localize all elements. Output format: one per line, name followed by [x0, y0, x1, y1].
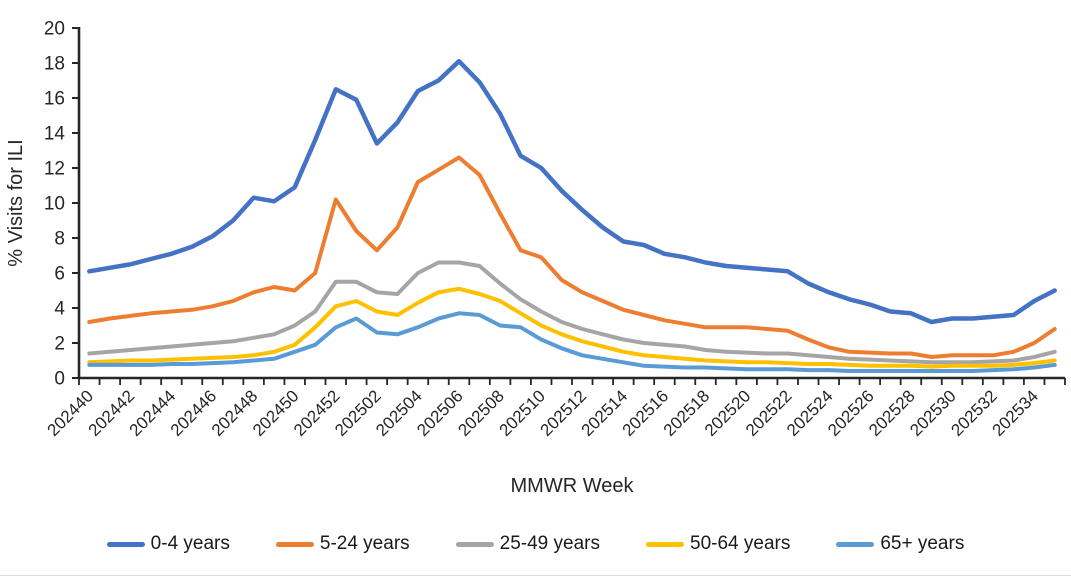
- legend-item: 25-49 years: [455, 533, 600, 555]
- x-tick-label: 202534: [988, 386, 1042, 440]
- y-tick-label: 20: [44, 19, 65, 40]
- y-tick-label: 10: [44, 194, 65, 215]
- y-tick-label: 16: [44, 89, 65, 110]
- y-axis-title: % Visits for ILI: [5, 139, 27, 266]
- series-line-0-4-years: [87, 58, 1057, 325]
- series-line-5-24-years: [87, 155, 1057, 359]
- chart-canvas: % Visits for ILI MMWR Week 0 2 4 6 8 10 12 14 16…: [5, 19, 1066, 497]
- series-line-50-64-years: [87, 286, 1057, 369]
- series-line-25-49-years: [87, 260, 1057, 365]
- legend-label: 5-24 years: [319, 533, 410, 554]
- y-tick-label: 18: [44, 54, 65, 75]
- legend-item: 50-64 years: [646, 533, 790, 555]
- legend-swatch: [455, 541, 494, 547]
- legend-swatch: [836, 541, 875, 547]
- legend-item: 0-4 years: [106, 533, 230, 555]
- y-tick-label: 6: [54, 264, 65, 285]
- legend-item: 65+ years: [836, 533, 964, 555]
- y-tick-label: 8: [54, 229, 65, 250]
- legend-label: 0-4 years: [150, 533, 230, 554]
- legend-label: 65+ years: [880, 533, 965, 554]
- y-tick-label: 2: [54, 334, 65, 355]
- y-tick-label: 12: [44, 159, 65, 180]
- legend-swatch: [275, 541, 314, 547]
- chart-legend: 0-4 years 5-24 years 25-49 years 50-64 y…: [0, 533, 1071, 555]
- x-axis-title: MMWR Week: [511, 475, 635, 497]
- legend-swatch: [646, 541, 684, 547]
- legend-label: 50-64 years: [690, 533, 791, 554]
- legend-item: 5-24 years: [275, 533, 410, 555]
- legend-swatch: [106, 541, 145, 547]
- y-tick-label: 0: [54, 369, 65, 390]
- series-line-65-years: [87, 311, 1057, 373]
- legend-label: 25-49 years: [499, 533, 600, 554]
- y-tick-label: 4: [54, 299, 65, 320]
- y-tick-label: 14: [44, 124, 66, 145]
